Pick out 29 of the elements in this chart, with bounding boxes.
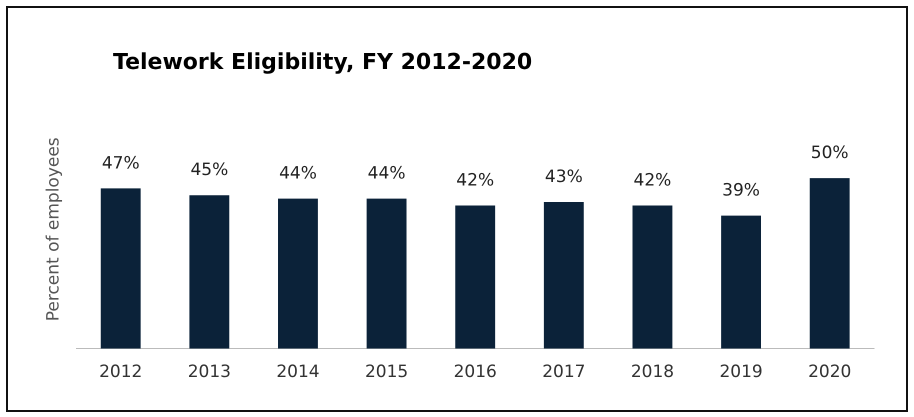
y-axis-title: Percent of employees — [44, 137, 64, 322]
data-label: 42% — [456, 170, 494, 190]
x-tick-label: 2014 — [276, 362, 320, 382]
data-label: 43% — [544, 166, 583, 187]
x-tick-label: 2015 — [364, 362, 408, 382]
bar — [278, 198, 318, 349]
data-label: 45% — [190, 160, 228, 180]
data-label: 47% — [102, 153, 140, 174]
data-label: 39% — [722, 180, 760, 201]
bar — [366, 198, 407, 349]
x-tick-label: 2018 — [630, 362, 674, 382]
x-tick-label: 2019 — [719, 362, 763, 382]
data-label: 50% — [810, 143, 849, 164]
x-tick-label: 2013 — [188, 362, 231, 382]
data-label: 44% — [279, 164, 317, 184]
x-tick-label: 2016 — [454, 362, 497, 382]
bar — [100, 188, 141, 349]
x-tick-label: 2012 — [99, 362, 142, 382]
bar — [810, 178, 850, 349]
bar — [721, 216, 762, 349]
chart-title: Telework Eligibility, FY 2012-2020 — [113, 50, 532, 75]
x-tick-label: 2017 — [542, 362, 586, 382]
x-tick-label: 2020 — [808, 362, 852, 382]
bar — [455, 205, 496, 349]
bar — [544, 202, 584, 349]
data-label: 44% — [368, 164, 406, 184]
bar — [189, 195, 230, 349]
bar — [632, 205, 672, 349]
data-label: 42% — [634, 170, 672, 190]
